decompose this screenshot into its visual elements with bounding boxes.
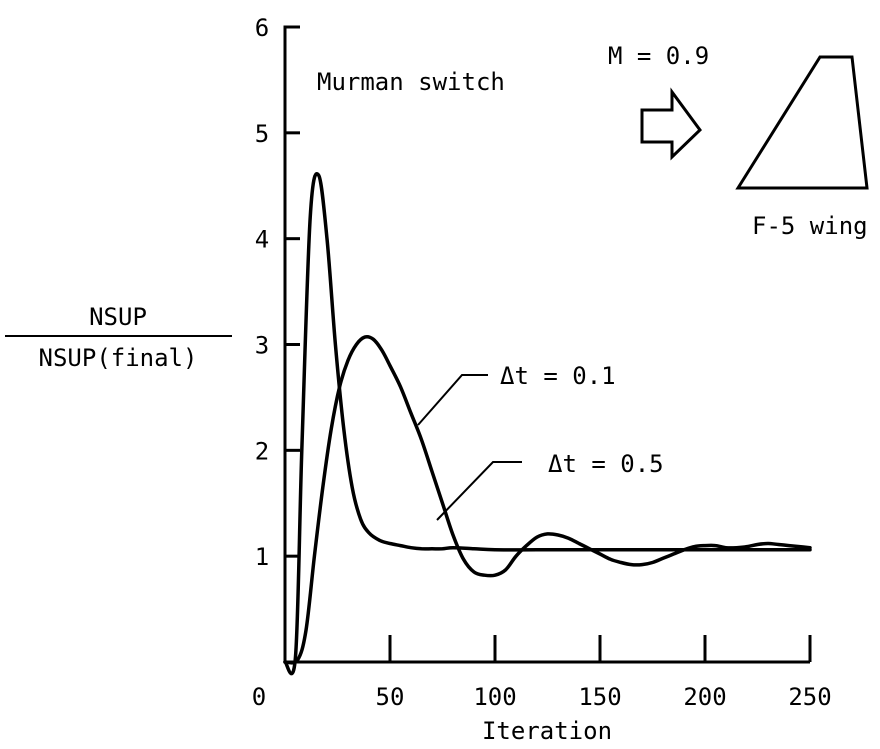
series-label-dt-0.5: Δt = 0.5 bbox=[548, 450, 664, 478]
y-tick-label: 1 bbox=[255, 543, 269, 571]
x-axis-ticks: 0 50 100 150 200 250 bbox=[252, 635, 832, 711]
x-axis-label: Iteration bbox=[482, 717, 612, 745]
y-tick-label: 6 bbox=[255, 14, 269, 42]
x-tick-label: 100 bbox=[473, 683, 516, 711]
y-tick-label: 2 bbox=[255, 437, 269, 465]
wing-planform-icon bbox=[735, 55, 869, 190]
wing-annotation: F-5 wing bbox=[752, 212, 868, 240]
flow-arrow-icon bbox=[640, 87, 702, 161]
x-tick-label: 200 bbox=[683, 683, 726, 711]
series-label-dt-0.1: Δt = 0.1 bbox=[500, 362, 616, 390]
scheme-annotation: Murman switch bbox=[317, 68, 505, 96]
y-tick-label: 5 bbox=[255, 120, 269, 148]
y-axis-label-numerator: NSUP bbox=[89, 303, 147, 331]
x-tick-label: 0 bbox=[252, 683, 266, 711]
y-tick-label: 4 bbox=[255, 226, 269, 254]
mach-annotation: M = 0.9 bbox=[608, 42, 709, 70]
series-label-leader-dt-0.5 bbox=[436, 461, 522, 521]
series-line-dt-0.5 bbox=[283, 172, 812, 676]
x-tick-label: 150 bbox=[578, 683, 621, 711]
x-tick-label: 50 bbox=[376, 683, 405, 711]
series-label-leader-dt-0.1 bbox=[417, 374, 488, 426]
y-axis-ticks: 1 2 3 4 5 6 bbox=[255, 14, 300, 571]
series-line-dt-0.1 bbox=[283, 335, 812, 665]
x-tick-label: 250 bbox=[788, 683, 831, 711]
y-axis-label-denominator: NSUP(final) bbox=[39, 344, 198, 372]
y-tick-label: 3 bbox=[255, 332, 269, 360]
